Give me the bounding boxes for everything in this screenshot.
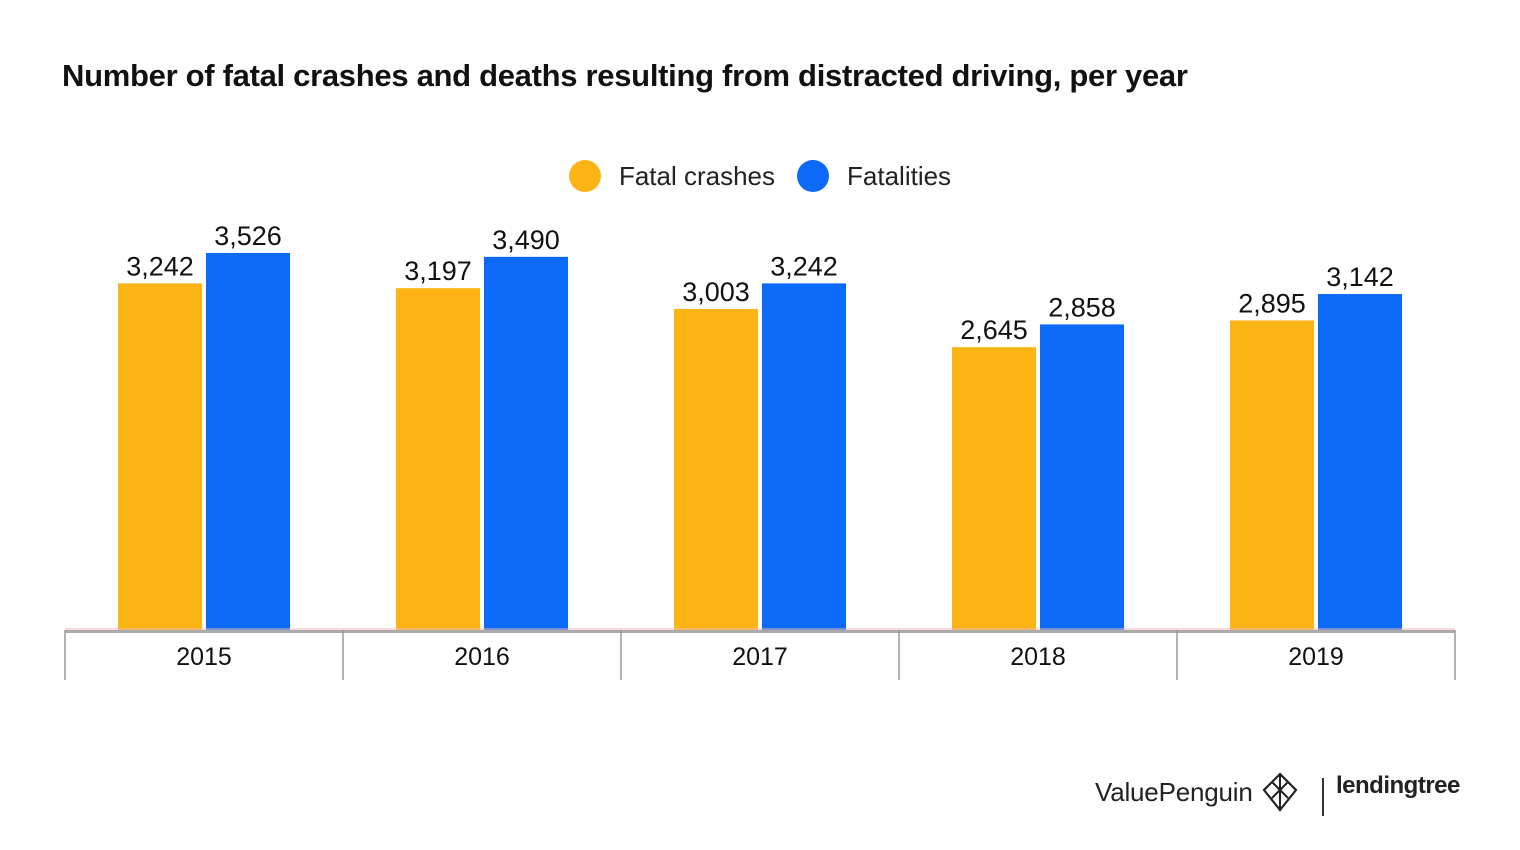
- data-label-fatalities-2018: 2,858: [1048, 292, 1116, 322]
- data-label-fatal-crashes-2018: 2,645: [960, 315, 1028, 345]
- lendingtree-logo: lendingtree: [1336, 772, 1460, 800]
- bar-fatal-crashes-2016: [396, 288, 480, 630]
- x-axis-line: [65, 630, 1455, 633]
- legend-label-fatalities: Fatalities: [847, 160, 952, 191]
- bar-fatal-crashes-2018: [952, 347, 1036, 630]
- bar-fatalities-2018: [1040, 324, 1124, 630]
- brand-divider: [1322, 778, 1324, 816]
- chart-title: Number of fatal crashes and deaths resul…: [62, 58, 1188, 93]
- data-label-fatalities-2017: 3,242: [770, 251, 838, 281]
- x-tick-label-2017: 2017: [732, 643, 788, 671]
- data-label-fatalities-2016: 3,490: [492, 225, 560, 255]
- bar-fatalities-2017: [762, 283, 846, 630]
- legend-swatch-fatalities: [797, 160, 830, 192]
- data-label-fatalities-2015: 3,526: [214, 221, 282, 251]
- valuepenguin-icon: [1262, 772, 1298, 812]
- legend-item-fatal-crashes: Fatal crashes: [568, 160, 776, 192]
- x-axis-shadow: [65, 628, 1455, 630]
- x-tick-label-2018: 2018: [1010, 643, 1066, 671]
- data-label-fatal-crashes-2016: 3,197: [404, 256, 472, 286]
- bar-fatalities-2016: [484, 256, 568, 630]
- bar-fatalities-2019: [1318, 294, 1402, 630]
- bar-fatalities-2015: [206, 253, 290, 630]
- legend: Fatal crashes Fatalities: [0, 160, 1520, 192]
- legend-label-fatal-crashes: Fatal crashes: [618, 160, 776, 191]
- data-label-fatal-crashes-2019: 2,895: [1238, 288, 1306, 318]
- bar-fatal-crashes-2019: [1230, 320, 1314, 630]
- data-label-fatal-crashes-2017: 3,003: [682, 277, 750, 307]
- data-label-fatal-crashes-2015: 3,242: [126, 251, 194, 281]
- valuepenguin-logo: ValuePenguin: [1095, 772, 1299, 812]
- bar-fatal-crashes-2017: [674, 308, 758, 630]
- x-tick-label-2015: 2015: [176, 643, 232, 671]
- legend-item-fatalities: Fatalities: [797, 160, 951, 192]
- x-tick-label-2016: 2016: [454, 643, 510, 671]
- bar-fatal-crashes-2015: [118, 283, 202, 630]
- valuepenguin-wordmark: ValuePenguin: [1095, 776, 1253, 807]
- legend-swatch-fatal-crashes: [568, 160, 601, 192]
- x-tick-label-2019: 2019: [1288, 643, 1344, 671]
- data-label-fatalities-2019: 3,142: [1326, 262, 1394, 292]
- lendingtree-wordmark: lendingtree: [1336, 772, 1460, 799]
